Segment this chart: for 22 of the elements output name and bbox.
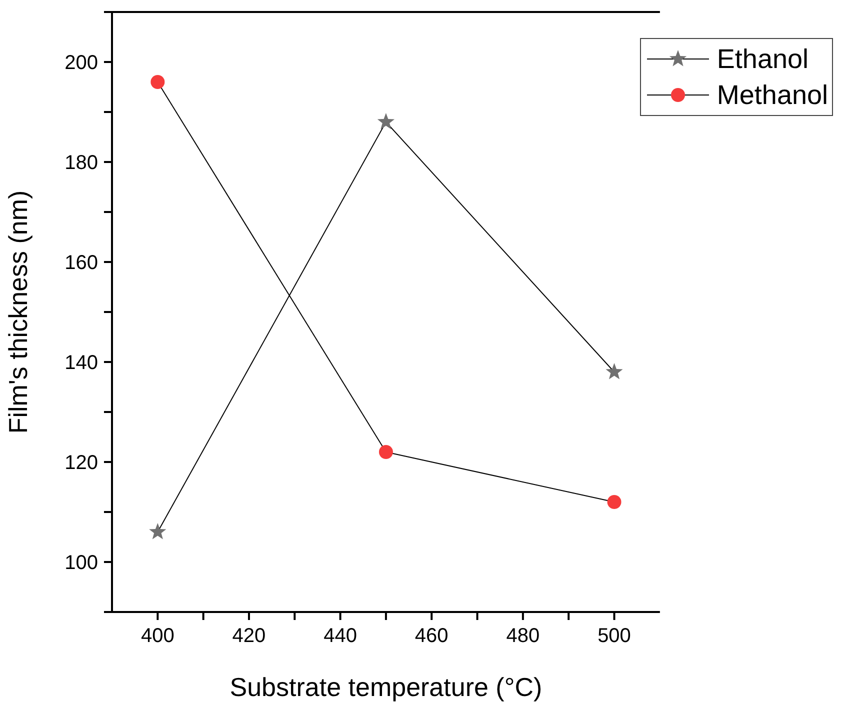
legend-label: Ethanol — [716, 44, 808, 74]
y-tick-label: 200 — [64, 52, 98, 74]
x-tick-label: 460 — [414, 625, 448, 648]
x-tick-label: 440 — [324, 625, 357, 648]
y-tick-label: 120 — [64, 452, 98, 474]
point — [377, 113, 395, 130]
point — [606, 363, 623, 380]
legend-label: Methanol — [716, 80, 828, 110]
point — [149, 523, 166, 540]
y-tick-label: 160 — [64, 252, 98, 274]
x-tick-label: 420 — [232, 625, 266, 648]
point — [607, 495, 622, 509]
x-axis-title: Substrate temperature (°C) — [230, 672, 542, 702]
point — [378, 445, 393, 459]
y-tick-label: 140 — [64, 352, 98, 374]
y-axis-title: Film's thickness (nm) — [3, 190, 34, 434]
y-tick-label: 180 — [64, 152, 98, 174]
y-tick-label: 100 — [64, 552, 98, 574]
x-tick-label: 400 — [140, 625, 174, 648]
x-tick-label: 480 — [506, 625, 540, 648]
point — [150, 75, 165, 89]
x-tick-label: 500 — [598, 625, 631, 648]
